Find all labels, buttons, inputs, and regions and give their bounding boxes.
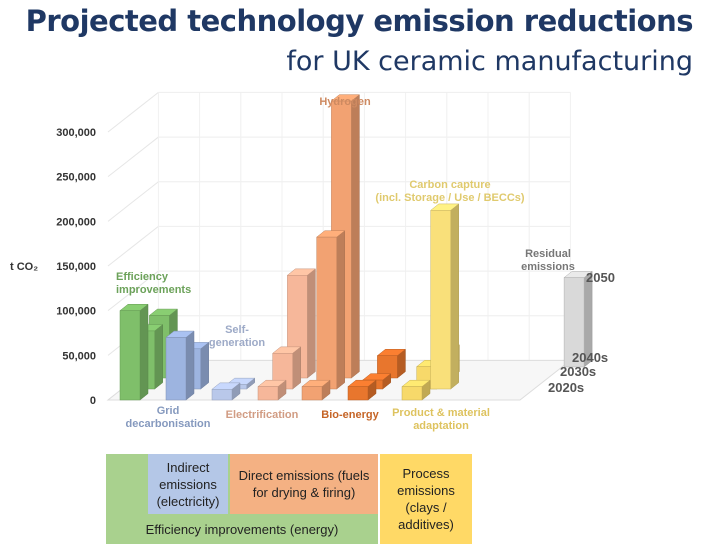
category-label: decarbonisation bbox=[126, 418, 211, 430]
bar-electrification-0 bbox=[257, 386, 279, 401]
efficiency-energy-text: Efficiency improvements (energy) bbox=[145, 521, 339, 537]
y-tick-label: 100,000 bbox=[56, 306, 96, 318]
category-label: improvements bbox=[116, 284, 191, 296]
process-emissions-text: Process emissions (clays / additives) bbox=[397, 466, 455, 532]
category-label: (incl. Storage / Use / BECCs) bbox=[375, 192, 524, 204]
bar-residual-emissions-3 bbox=[563, 277, 585, 368]
bar-self-generation-0 bbox=[211, 389, 233, 401]
bar-bio-energy-0 bbox=[347, 386, 369, 401]
category-label: adaptation bbox=[413, 420, 469, 432]
y-tick-label: 0 bbox=[90, 395, 96, 407]
box-indirect-emissions: Indirect emissions (electricity) bbox=[148, 454, 228, 514]
box-direct-emissions: Direct emissions (fuels for drying & fir… bbox=[230, 454, 378, 514]
category-label: Product & material bbox=[392, 407, 490, 419]
bar-grid-decarbonisation-0 bbox=[165, 337, 187, 401]
bar-carbon-capture-incl-storage-use-beccs-1 bbox=[430, 210, 451, 390]
bar-electrification-2-side bbox=[307, 268, 316, 379]
bar-grid-decarbonisation-0-side bbox=[185, 330, 195, 401]
bar-hydrogen-2-side bbox=[351, 94, 360, 379]
bar-efficiency-improvements-0-side bbox=[139, 303, 149, 401]
gridline-side bbox=[107, 136, 159, 178]
category-label: Residual bbox=[525, 248, 571, 260]
category-label: Carbon capture bbox=[409, 179, 490, 191]
bar-hydrogen-1-side bbox=[336, 230, 345, 390]
emissions-3d-bar-chart: 0 50,000 100,000 150,000 200,000 250,000 300,0… bbox=[10, 91, 615, 432]
y-tick-label: 50,000 bbox=[62, 350, 96, 362]
depth-label-2040s: 2040s bbox=[572, 350, 608, 365]
indirect-emissions-text: Indirect emissions (electricity) bbox=[156, 459, 220, 509]
box-process-emissions: Process emissions (clays / additives) bbox=[380, 454, 472, 544]
category-label: Hydrogen bbox=[319, 96, 371, 108]
y-tick-label: 300,000 bbox=[56, 127, 96, 139]
category-label: Efficiency bbox=[116, 271, 169, 283]
gridline-side bbox=[107, 226, 159, 267]
bar-electrification-1-side bbox=[292, 346, 301, 390]
category-label: Electrification bbox=[226, 409, 299, 421]
gridline-side bbox=[107, 181, 159, 222]
bar-efficiency-improvements-1-side bbox=[154, 324, 163, 390]
depth-label-2050: 2050 bbox=[586, 270, 615, 285]
direct-emissions-text: Direct emissions (fuels for drying & fir… bbox=[238, 468, 370, 500]
bar-hydrogen-0 bbox=[301, 386, 323, 401]
chart-subtitle: for UK ceramic manufacturing bbox=[286, 46, 693, 77]
category-label: Self- bbox=[225, 324, 249, 336]
depth-label-2030s: 2030s bbox=[560, 364, 596, 379]
bar-product-material-adaptation-0 bbox=[401, 386, 423, 401]
chart-title: Projected technology emission reductions bbox=[25, 4, 694, 38]
emission-category-boxes: Indirect emissions (electricity) Direct … bbox=[106, 454, 472, 546]
category-label: emissions bbox=[521, 261, 575, 273]
category-label: generation bbox=[209, 337, 266, 349]
y-axis-label: t CO₂ bbox=[10, 261, 38, 273]
y-tick-label: 150,000 bbox=[56, 261, 96, 273]
bar-grid-decarbonisation-1-side bbox=[200, 341, 209, 390]
gridline-side bbox=[107, 270, 159, 312]
box-efficiency-energy: Efficiency improvements (energy) bbox=[106, 514, 378, 544]
bar-hydrogen-1 bbox=[316, 236, 337, 390]
depth-label-2020s: 2020s bbox=[548, 380, 584, 395]
gridline-side bbox=[107, 92, 159, 133]
y-tick-label: 250,000 bbox=[56, 172, 96, 184]
category-label: Grid bbox=[157, 405, 180, 417]
category-label: Bio-energy bbox=[321, 409, 379, 421]
bar-carbon-capture-incl-storage-use-beccs-1-side bbox=[450, 203, 459, 390]
y-tick-label: 200,000 bbox=[56, 216, 96, 228]
bar-efficiency-improvements-0 bbox=[119, 310, 141, 401]
